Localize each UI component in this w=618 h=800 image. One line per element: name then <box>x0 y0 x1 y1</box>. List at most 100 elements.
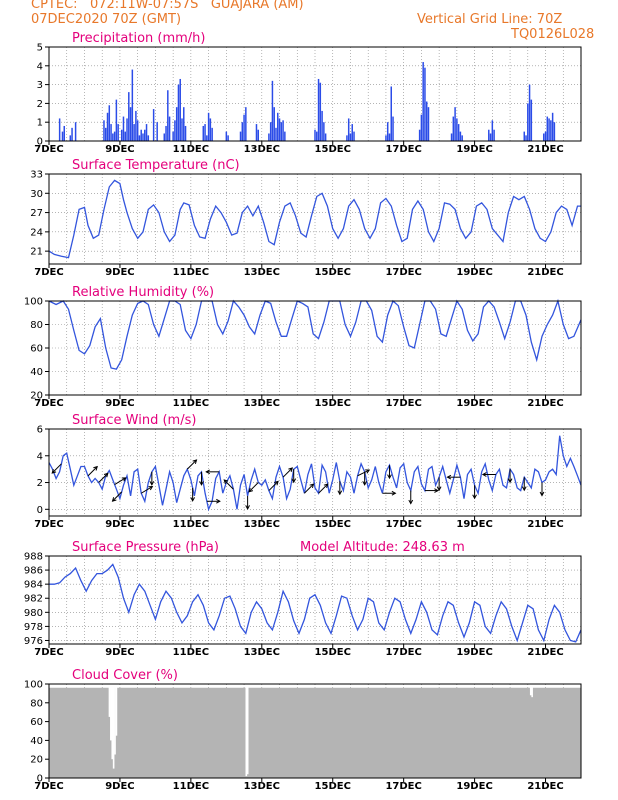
precipitation-bar <box>420 114 423 141</box>
wind-arrow-head <box>539 491 545 497</box>
wind-arrow-head <box>149 481 155 486</box>
precipitation-bar <box>525 135 527 141</box>
wind-arrow-head <box>291 478 297 484</box>
panel-title: Cloud Cover (%) <box>72 668 178 683</box>
wind-arrow-head <box>337 490 343 496</box>
wind-arrow <box>51 463 62 474</box>
precipitation-bar <box>323 122 325 141</box>
y-tick-label: 5 <box>37 43 43 54</box>
x-tick-label: 21DEC <box>527 144 563 155</box>
precipitation-bar <box>553 122 556 141</box>
wind-arrow-head <box>365 469 371 474</box>
wind-arrow-head <box>199 481 204 486</box>
wind-arrow <box>304 483 314 494</box>
panel-title: Precipitation (mm/h) <box>72 31 205 46</box>
wind-arrow-head <box>190 497 195 502</box>
precipitation-bar <box>550 120 552 141</box>
wind-arrow-head <box>121 477 127 482</box>
header-source: CPTEC: <box>31 0 78 12</box>
wind-arrow-head <box>481 472 487 477</box>
y-tick-label: 2 <box>37 99 43 110</box>
precipitation-bar <box>268 133 270 141</box>
wind-arrow-head <box>223 479 229 485</box>
panel-title: Surface Pressure (hPa) <box>72 540 219 555</box>
x-tick-label: 7DEC <box>34 519 63 530</box>
wind-arrow <box>186 459 197 470</box>
header-coords: 072:11W-07:57S <box>89 0 199 12</box>
precipitation-bar <box>422 62 424 141</box>
x-tick-label: 15DEC <box>315 267 351 278</box>
y-tick-label: 0 <box>37 774 43 785</box>
x-tick-label: 11DEC <box>173 144 209 155</box>
precipitation-bar <box>115 99 118 141</box>
wind-arrow-head <box>521 486 527 492</box>
precipitation-bar <box>459 131 462 141</box>
y-tick-label: 4 <box>37 61 43 72</box>
precipitation-bar <box>316 131 318 141</box>
precipitation-bar <box>106 112 109 141</box>
precipitation-bar <box>209 118 212 141</box>
x-tick-label: 19DEC <box>456 398 492 409</box>
precipitation-bar <box>135 110 137 141</box>
x-tick-label: 21DEC <box>527 519 563 530</box>
plot-frame <box>48 428 582 517</box>
wind-arrow-head <box>446 474 452 480</box>
precipitation-bar <box>269 122 272 141</box>
y-tick-label: 60 <box>30 717 43 728</box>
precipitation-bar <box>145 124 148 141</box>
precipitation-bar <box>271 80 274 141</box>
precipitation-bar <box>172 131 174 141</box>
precipitation-bar <box>461 135 463 141</box>
y-tick-label: 978 <box>24 622 43 633</box>
wind-arrow-head <box>507 478 513 484</box>
precipitation-bar <box>163 133 166 141</box>
wind-arrow <box>318 483 329 494</box>
x-tick-label: 7DEC <box>34 647 63 658</box>
precipitation-bar <box>257 129 259 141</box>
precipitation-bar <box>183 107 185 141</box>
precipitation-bar <box>523 131 525 141</box>
precipitation-bar <box>113 131 116 141</box>
precipitation-bar <box>427 107 430 141</box>
wind-arrow <box>223 479 234 490</box>
y-tick-label: 80 <box>30 698 43 709</box>
panel-title: Relative Humidity (%) <box>72 285 214 300</box>
precipitation-bar <box>452 116 455 141</box>
precipitation-bar <box>175 107 178 141</box>
precipitation-bar <box>551 112 554 141</box>
y-tick-label: 20 <box>30 755 43 766</box>
precipitation-bar <box>351 124 353 141</box>
x-tick-label: 15DEC <box>315 144 351 155</box>
precipitation-bar <box>124 131 126 141</box>
wind-arrow-head <box>323 483 329 489</box>
x-tick-label: 15DEC <box>315 647 351 658</box>
precipitation-bar <box>241 122 244 141</box>
precipitation-bar <box>103 120 105 141</box>
precipitation-bar <box>386 122 389 141</box>
precipitation-bar <box>105 127 107 141</box>
series-line <box>48 298 582 370</box>
wind-arrow-head <box>248 487 254 493</box>
precipitation-bar <box>385 135 387 141</box>
plot-frame <box>48 173 582 265</box>
precipitation-bar <box>69 135 72 141</box>
wind-arrow <box>112 491 123 502</box>
precipitation-bar <box>319 82 322 141</box>
series-line <box>49 563 582 643</box>
y-tick-label: 1 <box>37 118 43 129</box>
wind-arrow-head <box>205 469 210 475</box>
wind-arrow-head <box>309 483 315 489</box>
y-tick-label: 80 <box>30 320 43 331</box>
precipitation-bar <box>353 131 355 141</box>
precipitation-bar <box>546 116 549 141</box>
x-tick-label: 9DEC <box>105 267 134 278</box>
precipitation-bar <box>61 131 64 141</box>
wind-arrow-head <box>103 472 109 478</box>
y-tick-label: 3 <box>37 80 43 91</box>
precipitation-bar <box>108 105 111 141</box>
x-tick-label: 13DEC <box>244 647 280 658</box>
x-tick-label: 19DEC <box>456 267 492 278</box>
precipitation-bar <box>126 118 128 141</box>
model-altitude-annotation: Model Altitude: 248.63 m <box>300 540 465 555</box>
x-tick-label: 15DEC <box>315 519 351 530</box>
